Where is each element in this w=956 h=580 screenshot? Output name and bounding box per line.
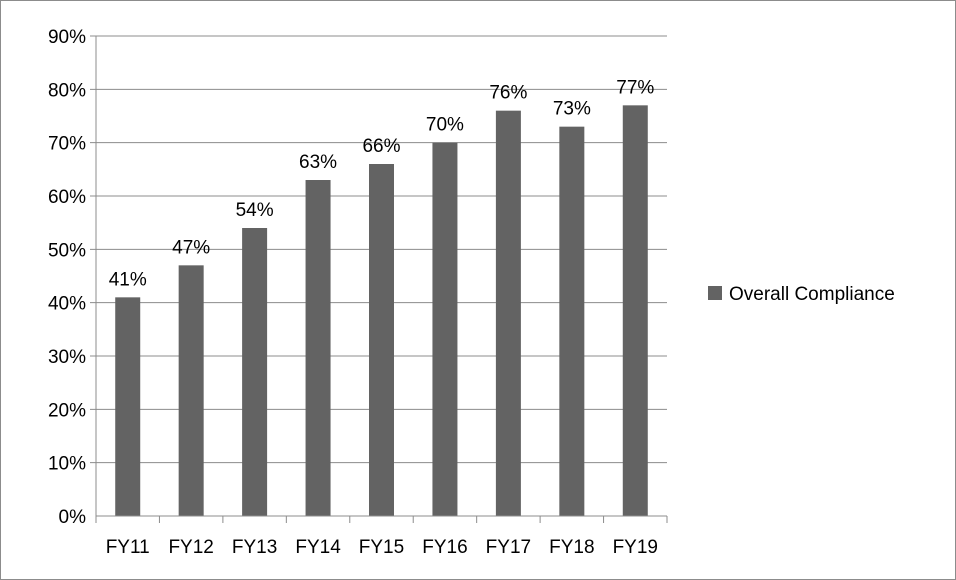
y-tick-label: 60% xyxy=(48,187,86,208)
x-tick-label: FY13 xyxy=(232,537,277,558)
bar-fy17 xyxy=(495,110,521,517)
data-label-fy14: 63% xyxy=(299,152,337,173)
bar-fy12 xyxy=(178,265,204,516)
y-tick-label: 30% xyxy=(48,347,86,368)
legend: Overall Compliance xyxy=(708,284,895,305)
x-tick-label: FY12 xyxy=(168,537,213,558)
y-tick-label: 0% xyxy=(59,507,87,528)
legend-swatch xyxy=(708,286,722,300)
bar-fy11 xyxy=(115,297,141,516)
bar-fy16 xyxy=(432,142,458,516)
y-tick-label: 50% xyxy=(48,240,86,261)
bar-fy18 xyxy=(559,126,585,517)
x-tick-label: FY14 xyxy=(295,537,341,558)
data-labels: 41% 47% 54% 63% 66% 70% 76% 73% 77% xyxy=(109,77,655,290)
data-label-fy17: 76% xyxy=(489,83,527,104)
y-tick-label: 70% xyxy=(48,134,86,155)
y-tick-label: 80% xyxy=(48,80,86,101)
data-label-fy13: 54% xyxy=(236,200,274,221)
y-tick-label: 90% xyxy=(48,27,86,48)
x-tick-label: FY11 xyxy=(106,537,150,558)
y-tick-label: 20% xyxy=(48,400,86,421)
x-tick-label: FY18 xyxy=(549,537,594,558)
x-tick-label: FY15 xyxy=(359,537,404,558)
legend-label: Overall Compliance xyxy=(729,284,895,305)
data-label-fy18: 73% xyxy=(553,99,591,120)
data-label-fy11: 41% xyxy=(109,269,147,290)
y-tick-label: 10% xyxy=(48,454,86,475)
x-tick-label: FY17 xyxy=(486,537,531,558)
bar-fy13 xyxy=(242,228,268,516)
x-tick-label: FY19 xyxy=(613,537,658,558)
bar-fy15 xyxy=(369,164,394,516)
bar-fy14 xyxy=(305,180,331,516)
bar-fy19 xyxy=(622,105,648,516)
data-label-fy19: 77% xyxy=(616,77,654,98)
data-label-fy12: 47% xyxy=(172,237,210,258)
data-label-fy15: 66% xyxy=(362,136,400,157)
data-label-fy16: 70% xyxy=(426,115,464,136)
bars xyxy=(115,105,648,517)
x-tick-label: FY16 xyxy=(422,537,467,558)
y-tick-label: 40% xyxy=(48,294,86,315)
y-axis-tick-labels: 0% 10% 20% 30% 40% 50% 60% 70% 80% 90% xyxy=(48,27,86,528)
x-axis xyxy=(95,36,668,523)
x-axis-tick-labels: FY11 FY12 FY13 FY14 FY15 FY16 FY17 FY18 FY19 xyxy=(106,537,658,558)
